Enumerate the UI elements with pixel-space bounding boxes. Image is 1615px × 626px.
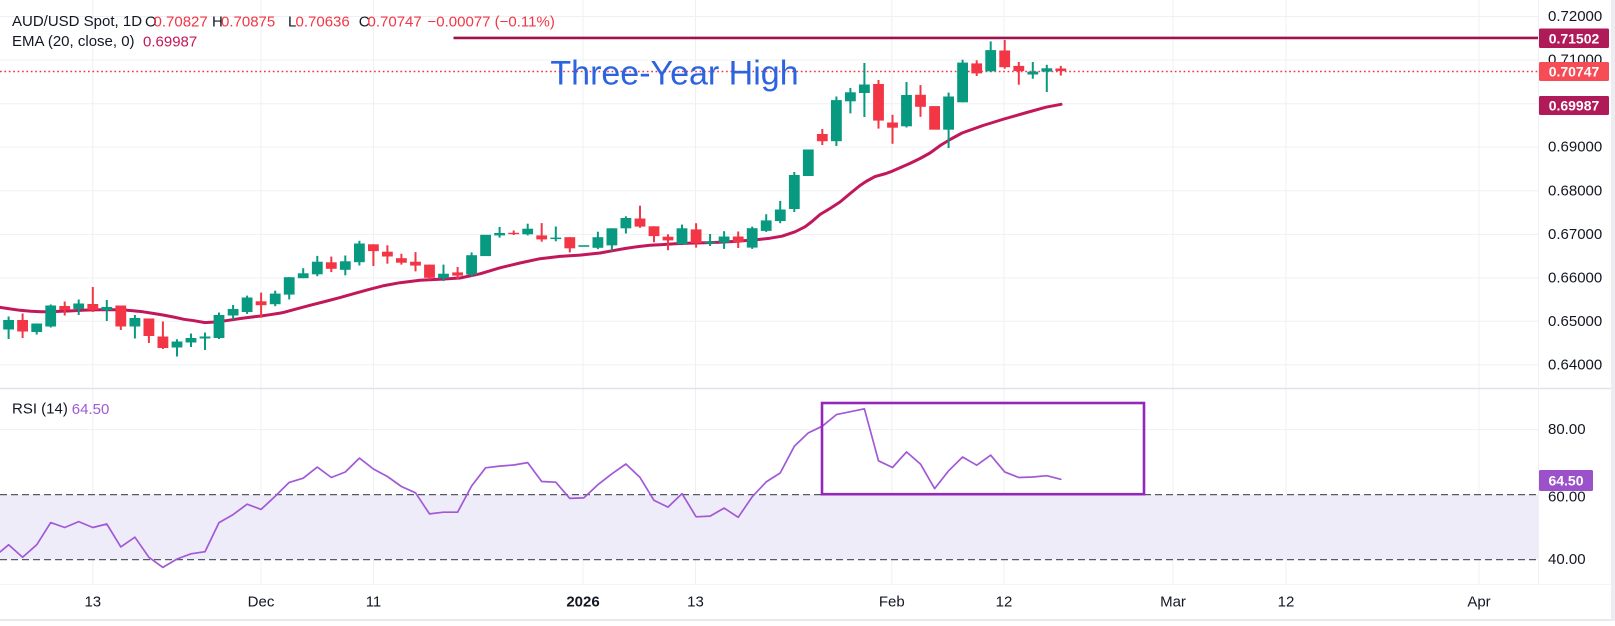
svg-text:12: 12 (1278, 594, 1295, 611)
svg-text:0.72000: 0.72000 (1548, 8, 1602, 25)
svg-text:EMA (20, close, 0)0.69987: EMA (20, close, 0) 0.69987 (12, 33, 197, 50)
svg-text:0.66000: 0.66000 (1548, 269, 1602, 286)
svg-text:0.70747: 0.70747 (1549, 64, 1600, 80)
svg-text:0.71502: 0.71502 (1549, 30, 1600, 46)
svg-text:64.50: 64.50 (1548, 473, 1583, 489)
svg-text:0.69987: 0.69987 (1549, 98, 1600, 114)
svg-text:40.00: 40.00 (1548, 551, 1586, 568)
svg-text:13: 13 (687, 594, 704, 611)
svg-text:0.67000: 0.67000 (1548, 226, 1602, 243)
svg-text:12: 12 (996, 594, 1013, 611)
svg-text:Apr: Apr (1467, 594, 1490, 611)
svg-text:2026: 2026 (566, 594, 599, 611)
svg-text:11: 11 (366, 594, 382, 611)
svg-text:RSI (14)64.50: RSI (14) 64.50 (12, 401, 109, 418)
svg-text:0.64000: 0.64000 (1548, 356, 1602, 373)
svg-text:0.68000: 0.68000 (1548, 182, 1602, 199)
svg-text:60.00: 60.00 (1548, 489, 1586, 506)
svg-text:13: 13 (84, 594, 101, 611)
svg-text:80.00: 80.00 (1548, 421, 1586, 438)
svg-text:0.65000: 0.65000 (1548, 313, 1602, 330)
svg-text:0.69000: 0.69000 (1548, 139, 1602, 156)
svg-text:Mar: Mar (1160, 594, 1186, 611)
svg-text:Three-Year High: Three-Year High (550, 55, 798, 93)
svg-text:Feb: Feb (879, 594, 905, 611)
svg-text:Dec: Dec (248, 594, 275, 611)
